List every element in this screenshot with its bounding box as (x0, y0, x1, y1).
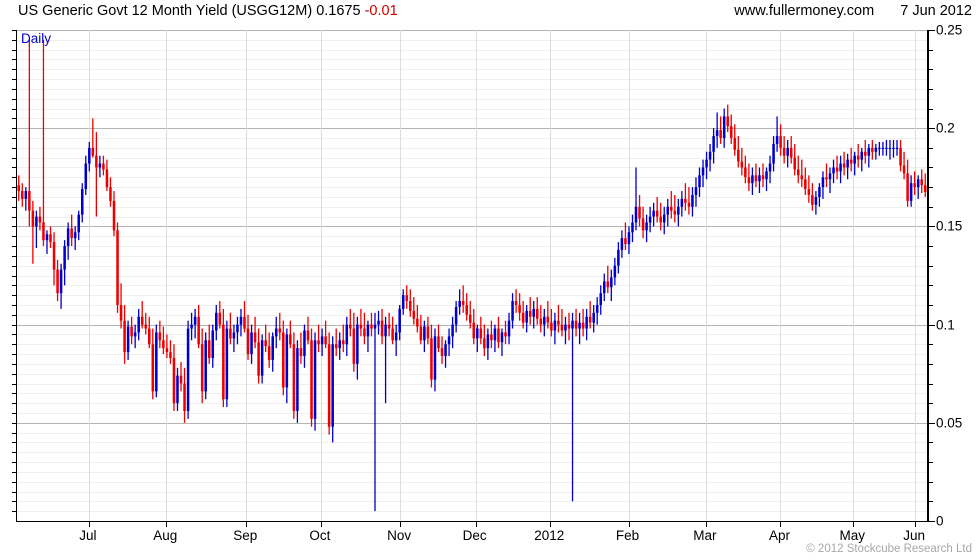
header-right: www.fullermoney.com 7 Jun 2012 (734, 3, 972, 19)
y-axis-tick-label: 0.25 (936, 22, 963, 38)
chart-header: US Generic Govt 12 Month Yield (USGG12M)… (0, 0, 980, 26)
interval-label: Daily (21, 31, 52, 46)
chart-date: 7 Jun 2012 (900, 3, 972, 19)
x-axis-tick-label: Feb (615, 528, 640, 543)
candlestick-series (17, 39, 927, 512)
source-website: www.fullermoney.com (734, 3, 875, 19)
y-axis-tick-label: 0.1 (936, 317, 955, 333)
instrument-title: US Generic Govt 12 Month Yield (USGG12M) (18, 3, 313, 19)
y-axis-tick-label: 0 (936, 513, 944, 529)
y-axis-tick-label: 0.2 (936, 120, 955, 136)
x-axis-tick-label: Aug (153, 528, 178, 543)
x-axis-tick-label: Jun (903, 528, 926, 543)
x-axis-tick-label: Mar (693, 528, 717, 543)
x-axis-tick-label: Oct (309, 528, 331, 543)
chart-title-line: US Generic Govt 12 Month Yield (USGG12M)… (18, 3, 398, 19)
x-axis-tick-label: Jul (79, 528, 97, 543)
last-price: 0.1675 (316, 3, 361, 19)
x-axis-tick-label: 2012 (534, 528, 565, 543)
x-axis-tick-label: Apr (768, 528, 790, 543)
copyright-notice: © 2012 Stockcube Research Ltd (806, 543, 972, 555)
x-axis-tick-label: Nov (387, 528, 412, 543)
y-axis-tick-label: 0.05 (936, 415, 963, 431)
x-axis-tick-label: May (839, 528, 866, 543)
price-change: -0.01 (364, 3, 398, 19)
price-plot-area[interactable]: Daily (12, 30, 927, 527)
y-axis-right (927, 30, 929, 522)
x-axis-tick-label: Dec (462, 528, 487, 543)
y-axis-tick-label: 0.15 (936, 218, 963, 234)
x-axis-tick-label: Sep (233, 528, 258, 543)
